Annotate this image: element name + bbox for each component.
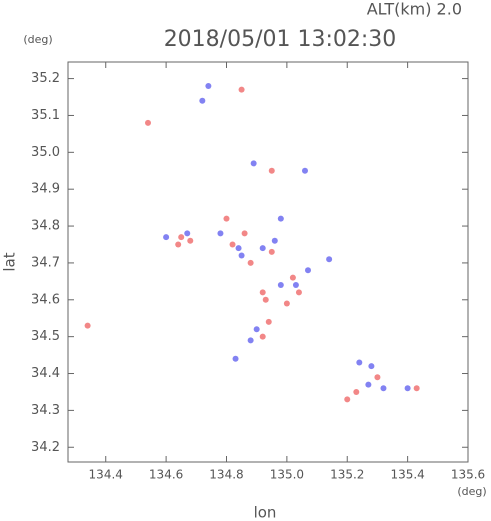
echo-point <box>277 282 284 289</box>
y-tick-label: 35.0 <box>31 145 60 160</box>
echo-point <box>247 337 254 344</box>
echo-point <box>187 237 194 244</box>
echo-point <box>178 234 185 241</box>
echo-point <box>250 160 257 167</box>
echo-point <box>295 289 302 296</box>
echo-point <box>199 97 206 104</box>
echo-point <box>259 333 266 340</box>
x-tick-label: 134.4 <box>89 468 123 482</box>
y-tick-label: 34.3 <box>31 403 60 418</box>
echo-point <box>268 167 275 174</box>
x-unit: (deg) <box>457 485 486 498</box>
echo-point <box>326 256 333 263</box>
echo-point <box>277 215 284 222</box>
x-tick-label: 134.8 <box>209 468 243 482</box>
echo-point <box>262 296 269 303</box>
echo-point <box>163 234 170 241</box>
x-tick-label: 135.4 <box>390 468 424 482</box>
echo-point <box>368 363 375 370</box>
echo-point <box>232 355 239 362</box>
echo-point <box>217 230 224 237</box>
y-tick-label: 34.9 <box>31 182 60 197</box>
y-tick-label: 34.6 <box>31 292 60 307</box>
echo-point <box>301 167 308 174</box>
y-tick-label: 34.7 <box>31 255 60 270</box>
y-tick-label: 34.5 <box>31 329 60 344</box>
x-tick-label: 135.2 <box>330 468 364 482</box>
echo-point <box>259 245 266 252</box>
echo-point <box>175 241 182 248</box>
echo-point <box>253 326 260 333</box>
echo-point <box>238 86 245 93</box>
subtitle: ALT(km) 2.0 <box>367 0 462 19</box>
echo-point <box>265 318 272 325</box>
x-tick-label: 134.6 <box>149 468 183 482</box>
y-tick-label: 34.4 <box>31 366 60 381</box>
echo-point <box>283 300 290 307</box>
x-tick-label: 135.6 <box>451 468 485 482</box>
echo-point <box>356 359 363 366</box>
echo-point <box>184 230 191 237</box>
y-tick-label: 35.2 <box>31 71 60 86</box>
y-unit: (deg) <box>23 33 52 46</box>
echo-point <box>241 230 248 237</box>
echo-point <box>305 267 311 274</box>
echo-point <box>235 245 242 252</box>
echo-point <box>353 388 360 395</box>
echo-point <box>84 322 91 329</box>
y-axis-label: lat <box>1 252 19 271</box>
echo-point <box>238 252 245 259</box>
echo-point <box>205 82 212 89</box>
chart-title: 2018/05/01 13:02:30 <box>164 27 397 52</box>
x-axis-label: lon <box>254 504 277 521</box>
echo-point <box>268 248 275 255</box>
plot-frame <box>67 61 469 463</box>
echo-point <box>374 374 381 381</box>
echo-point <box>413 385 420 392</box>
y-tick-label: 34.2 <box>31 440 60 455</box>
echo-point <box>365 381 372 388</box>
echo-point <box>380 385 387 392</box>
echo-point <box>247 259 254 266</box>
y-tick-label: 34.8 <box>31 219 60 234</box>
echo-point <box>229 241 236 248</box>
echo-point <box>223 215 230 222</box>
echo-point <box>289 274 296 281</box>
echo-point <box>344 396 351 403</box>
y-tick-label: 35.1 <box>31 108 60 123</box>
echo-point <box>404 385 411 392</box>
echo-point <box>145 119 151 126</box>
echo-point <box>259 289 266 296</box>
echo-point <box>292 282 299 289</box>
x-tick-label: 135.0 <box>270 468 304 482</box>
echo-point <box>271 237 278 244</box>
